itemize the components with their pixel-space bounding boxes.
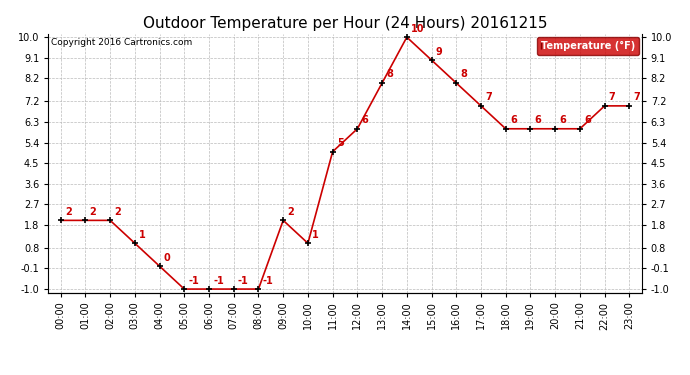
Text: 8: 8 (460, 69, 467, 80)
Text: Copyright 2016 Cartronics.com: Copyright 2016 Cartronics.com (51, 38, 193, 46)
Text: 2: 2 (115, 207, 121, 217)
Text: 9: 9 (435, 46, 442, 57)
Text: 1: 1 (312, 230, 319, 240)
Text: -1: -1 (263, 276, 273, 285)
Text: 6: 6 (560, 115, 566, 125)
Text: 6: 6 (510, 115, 517, 125)
Text: 1: 1 (139, 230, 146, 240)
Text: 0: 0 (164, 253, 170, 262)
Text: 10: 10 (411, 24, 424, 34)
Text: 5: 5 (337, 138, 344, 148)
Text: -1: -1 (188, 276, 199, 285)
Text: 6: 6 (362, 115, 368, 125)
Text: 7: 7 (633, 92, 640, 102)
Title: Outdoor Temperature per Hour (24 Hours) 20161215: Outdoor Temperature per Hour (24 Hours) … (143, 16, 547, 31)
Text: 2: 2 (287, 207, 294, 217)
Text: 2: 2 (65, 207, 72, 217)
Text: 6: 6 (584, 115, 591, 125)
Text: 7: 7 (609, 92, 615, 102)
Text: -1: -1 (213, 276, 224, 285)
Text: 2: 2 (90, 207, 97, 217)
Text: -1: -1 (238, 276, 248, 285)
Legend: Temperature (°F): Temperature (°F) (537, 37, 639, 54)
Text: 7: 7 (485, 92, 492, 102)
Text: 6: 6 (535, 115, 542, 125)
Text: 8: 8 (386, 69, 393, 80)
